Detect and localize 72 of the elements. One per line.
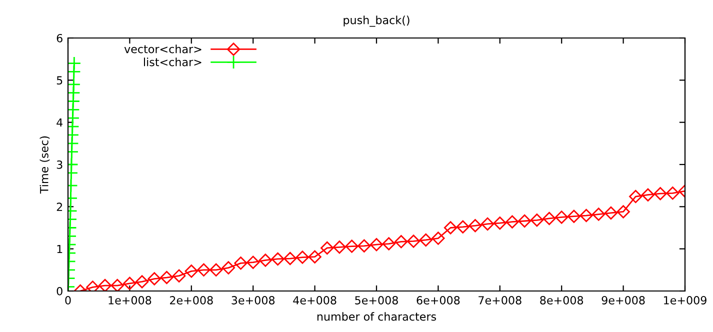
point [480,217,494,231]
point [419,233,432,247]
point [123,276,136,290]
point [382,237,396,250]
point [197,263,210,277]
point [68,120,80,134]
point [542,212,556,226]
point [184,264,198,278]
y-tick-label: 3 [56,160,62,169]
point [641,188,655,202]
x-tick-label: 9e+008 [602,296,645,304]
x-tick-label: 4e+008 [293,296,336,304]
point [456,220,470,234]
x-tick-label: 8e+008 [540,296,584,304]
x-tick-label: 0 [65,296,71,304]
point [308,250,322,264]
point [172,269,186,282]
point [209,263,223,277]
point [506,215,519,228]
x-tick-label: 1e+009 [664,296,706,304]
point [370,238,384,252]
point [332,240,346,254]
point [148,272,161,286]
x-axis-title: number of characters [317,312,436,321]
point [98,278,112,291]
x-tick-label: 3e+008 [232,296,275,304]
legend-label: vector<char> [124,44,202,54]
point [666,186,680,200]
y-tick-label: 0 [56,286,62,296]
point [320,241,334,255]
x-tick-label: 1e+008 [108,296,152,304]
point [110,278,124,291]
point [530,214,544,227]
point [567,210,581,223]
point [394,235,408,248]
point [580,208,593,222]
point [592,208,606,221]
point [654,187,667,200]
point [432,232,445,245]
y-tick-label: 4 [56,118,63,127]
point [616,205,630,218]
chart-title: push_back() [344,16,410,27]
point [284,252,297,266]
point [135,275,149,288]
point [160,270,174,284]
y-axis-title: Time (sec) [40,136,50,194]
point [271,252,284,266]
legend-label: list<char> [144,58,202,66]
x-tick-label: 2e+008 [170,296,213,304]
point [493,216,506,230]
point [629,190,642,204]
x-tick-label: 5e+008 [355,296,398,304]
point [604,206,618,220]
y-tick-label: 2 [56,202,62,211]
y-tick-label: 1 [57,244,62,254]
point [444,221,458,234]
point [246,256,260,269]
point [406,234,420,248]
point [258,254,272,267]
point [234,256,248,270]
point [222,261,236,274]
point [518,214,532,228]
point [555,210,568,224]
point [358,239,371,252]
point [468,219,482,232]
y-tick-label: 5 [56,76,62,85]
point [68,102,80,117]
point [296,250,310,264]
point [345,240,358,253]
y-tick-label: 6 [56,34,62,42]
x-tick-label: 7e+008 [478,296,522,304]
x-tick-label: 6e+008 [416,296,460,304]
